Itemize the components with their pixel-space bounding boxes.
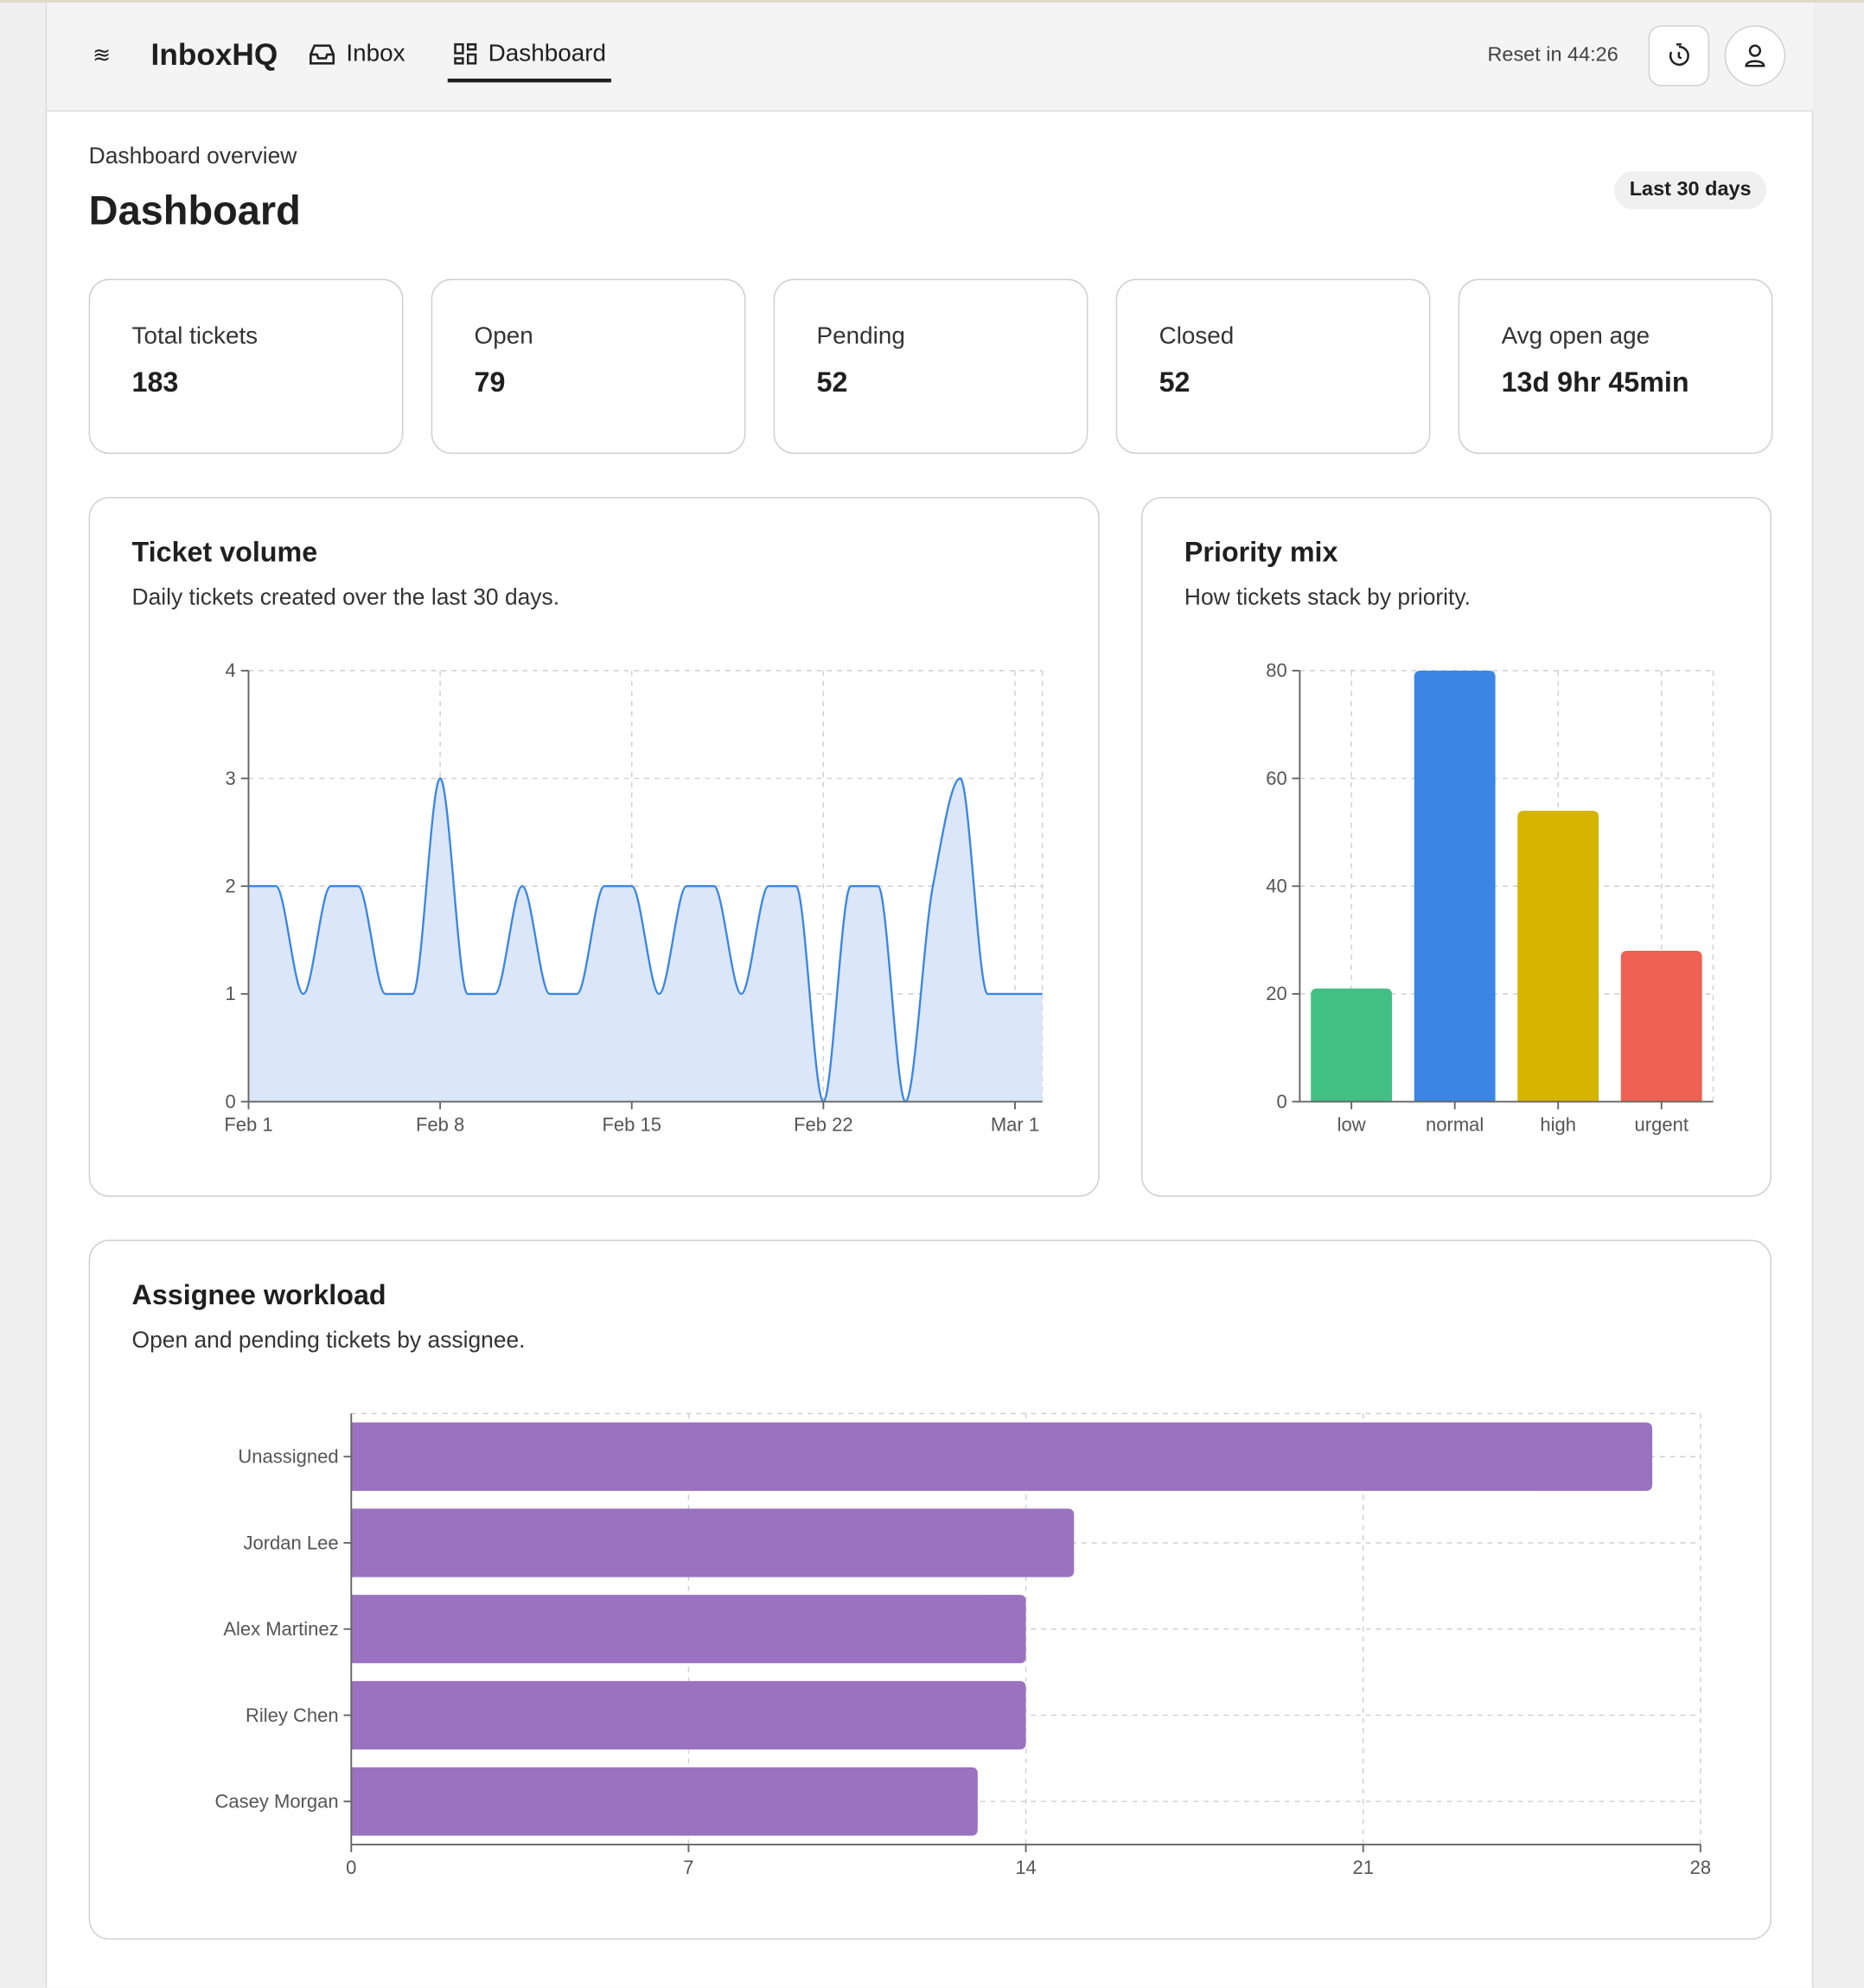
x-tick-label: normal [1426, 1113, 1484, 1135]
grid-icon [454, 43, 477, 65]
priority-bar-normal [1414, 670, 1496, 1102]
inbox-icon [310, 44, 335, 65]
user-icon [1745, 44, 1765, 67]
card-title: Priority mix [1184, 536, 1338, 569]
x-tick-label: 28 [1690, 1857, 1711, 1878]
x-tick-label: Feb 22 [794, 1113, 853, 1135]
priority-mix-card: Priority mix How tickets stack by priori… [1141, 496, 1771, 1197]
x-tick-label: low [1337, 1113, 1366, 1135]
nav-dashboard[interactable]: Dashboard [447, 40, 611, 83]
card-title: Assignee workload [131, 1278, 386, 1311]
stat-total: Total tickets 183 [88, 278, 404, 455]
stat-label: Total tickets [131, 323, 259, 350]
y-tick-label: Jordan Lee [244, 1532, 339, 1553]
timer-reset-icon [1669, 43, 1689, 67]
stat-value: 13d 9hr 45min [1501, 366, 1689, 398]
stat-pending: Pending 52 [773, 278, 1088, 455]
x-tick-label: high [1540, 1113, 1576, 1135]
x-tick-label: urgent [1635, 1113, 1688, 1135]
y-tick-label: 1 [226, 983, 236, 1004]
y-tick-label: 2 [226, 876, 236, 897]
y-tick-label: 80 [1266, 659, 1286, 681]
workload-bar [351, 1422, 1653, 1491]
x-tick-label: 14 [1015, 1857, 1036, 1878]
stat-value: 183 [131, 366, 179, 398]
volume-line [248, 777, 1043, 1103]
page-subtitle: Dashboard overview [88, 143, 297, 169]
workload-bar [351, 1767, 978, 1836]
ticket-volume-card: Ticket volume Daily tickets created over… [88, 496, 1100, 1197]
brand-name[interactable]: InboxHQ [150, 38, 278, 73]
y-tick-label: 40 [1266, 876, 1286, 897]
x-tick-label: 21 [1352, 1857, 1373, 1878]
card-description: Open and pending tickets by assignee. [131, 1327, 526, 1353]
y-tick-label: Casey Morgan [215, 1791, 339, 1813]
stat-avg-age: Avg open age 13d 9hr 45min [1458, 278, 1773, 455]
y-tick-label: 0 [226, 1091, 236, 1112]
y-tick-label: Alex Martinez [223, 1618, 338, 1640]
stat-value: 52 [816, 366, 848, 398]
nav-dashboard-label: Dashboard [488, 40, 607, 67]
nav-inbox[interactable]: Inbox [308, 41, 405, 68]
top-border [0, 0, 1864, 3]
priority-bar-high [1517, 810, 1599, 1102]
top-nav: ≋ InboxHQ Inbox Dashboard Reset in 44:26 [47, 2, 1814, 112]
stat-label: Closed [1159, 323, 1235, 350]
date-range-badge: Last 30 days [1614, 171, 1767, 210]
workload-bar [351, 1508, 1075, 1577]
stat-value: 52 [1159, 366, 1191, 398]
priority-bar-low [1311, 988, 1393, 1102]
stat-label: Pending [816, 323, 905, 350]
page-title: Dashboard [88, 188, 301, 233]
x-tick-label: Feb 8 [416, 1113, 464, 1135]
profile-button[interactable] [1724, 25, 1786, 86]
workload-bar [351, 1680, 1026, 1750]
stat-closed: Closed 52 [1115, 278, 1431, 455]
nav-inbox-label: Inbox [346, 40, 405, 67]
stat-open: Open 79 [431, 278, 746, 455]
y-tick-label: 0 [1276, 1091, 1286, 1112]
stat-label: Avg open age [1501, 323, 1650, 350]
y-tick-label: 3 [226, 768, 236, 789]
x-tick-label: Mar 1 [991, 1113, 1039, 1135]
workload-bar [351, 1595, 1026, 1664]
card-description: Daily tickets created over the last 30 d… [131, 584, 560, 610]
reset-button[interactable] [1648, 25, 1710, 86]
x-tick-label: Feb 1 [224, 1113, 272, 1135]
assignee-workload-card: Assignee workload Open and pending ticke… [88, 1239, 1771, 1940]
x-tick-label: 7 [683, 1857, 693, 1878]
stat-label: Open [474, 323, 533, 350]
card-title: Ticket volume [131, 536, 318, 569]
y-tick-label: Riley Chen [246, 1704, 339, 1726]
logo-icon: ≋ [93, 42, 111, 67]
stat-value: 79 [474, 366, 506, 398]
x-tick-label: 0 [346, 1857, 356, 1878]
card-description: How tickets stack by priority. [1184, 584, 1471, 610]
y-tick-label: 4 [226, 659, 236, 681]
y-tick-label: 60 [1266, 768, 1286, 789]
x-tick-label: Feb 15 [602, 1113, 661, 1135]
reset-timer: Reset in 44:26 [1487, 44, 1618, 67]
y-tick-label: 20 [1266, 983, 1286, 1004]
priority-bar-urgent [1620, 951, 1702, 1102]
y-tick-label: Unassigned [238, 1446, 338, 1468]
